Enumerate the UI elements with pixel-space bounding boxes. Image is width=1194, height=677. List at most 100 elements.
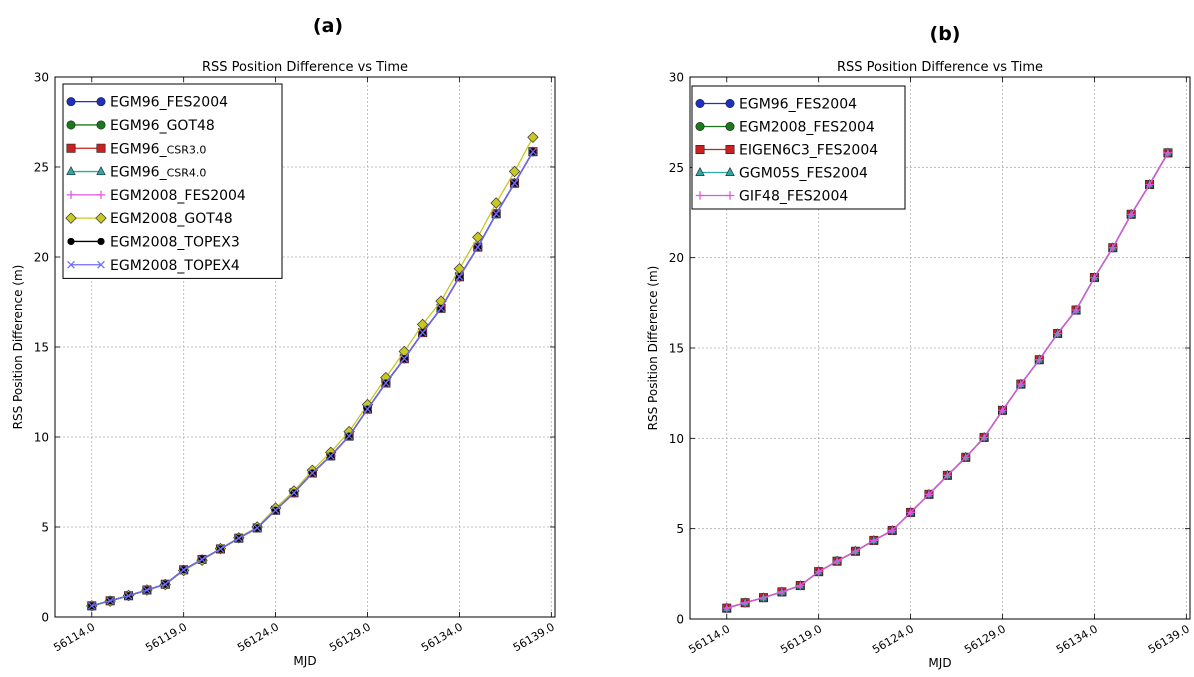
data-point (1071, 305, 1081, 315)
legend-label: EGM96_FES2004 (110, 95, 228, 111)
legend-label: EGM2008_FES2004 (739, 120, 875, 136)
legend-marker (66, 120, 76, 130)
legend-marker (695, 99, 705, 109)
data-point (492, 209, 501, 218)
panel-b: (b) RSS Position Difference vs Time 56114.… (646, 23, 1192, 670)
legend-box (62, 83, 283, 279)
legend-label-text: EIGEN6C3_FES2004 (739, 143, 878, 159)
x-tick-label: 56114.0 (51, 620, 97, 654)
data-point (271, 506, 280, 515)
legend-label-text: EGM2008_GOT48 (110, 211, 233, 227)
legend-label: EGM2008_TOPEX4 (110, 258, 240, 274)
y-tick-label: 30 (669, 71, 684, 85)
y-tick-label: 25 (669, 161, 684, 175)
legend-marker (65, 212, 77, 224)
data-point (290, 488, 298, 497)
x-tick-label: 56124.0 (870, 622, 916, 656)
data-point (87, 602, 96, 610)
data-point (382, 379, 390, 387)
legend-item: EGM2008_FES2004 (66, 188, 246, 204)
plot-frame (54, 76, 556, 618)
legend-marker (96, 97, 106, 107)
data-point (759, 593, 768, 602)
legend-item: EGM96_FES2004 (66, 95, 228, 111)
x-tick-label: 56119.0 (143, 620, 189, 654)
legend-label: EGM2008_FES2004 (110, 188, 246, 204)
data-point (1016, 379, 1026, 389)
legend-label-text: EGM96_ (110, 165, 168, 181)
x-tick-label: 56119.0 (778, 622, 824, 656)
data-point (510, 179, 519, 188)
data-point (722, 603, 731, 613)
data-point (363, 405, 372, 413)
data-point (234, 534, 243, 542)
legend-marker (67, 260, 75, 269)
legend-item: EGM2008_TOPEX3 (67, 234, 240, 250)
data-point (979, 433, 989, 442)
data-point (1163, 148, 1173, 158)
legend-marker (67, 237, 75, 246)
data-point (143, 586, 151, 594)
y-tick-label: 10 (669, 432, 684, 446)
data-point (179, 566, 188, 574)
legend-item: GGM05S_FES2004 (695, 166, 868, 182)
series-egm2008-topex4 (87, 147, 537, 610)
data-point (455, 272, 464, 281)
legend-label: EGM2008_TOPEX3 (110, 234, 240, 250)
legend-marker (725, 167, 735, 176)
data-point (124, 591, 133, 600)
plot-frame (689, 76, 1191, 620)
series-gif48-fes2004 (722, 148, 1173, 613)
legend-marker (725, 191, 735, 200)
legend-label-text: EGM2008_TOPEX4 (110, 258, 240, 274)
data-point (198, 555, 206, 564)
legend-marker (695, 145, 705, 155)
legend-item: EGM96_GOT48 (66, 118, 215, 134)
legend-label-suffix: CSR4.0 (167, 167, 207, 180)
legend-marker (95, 212, 107, 224)
y-axis-label: RSS Position Difference (m) (11, 265, 25, 430)
legend-item: EGM96_FES2004 (695, 97, 857, 113)
panel-a: (a) RSS Position Difference vs Time 56114.… (11, 15, 557, 668)
data-point (508, 165, 521, 178)
legend-label: EGM2008_GOT48 (110, 211, 233, 227)
legend-marker (725, 122, 735, 132)
y-tick-label: 30 (34, 71, 49, 85)
legend-marker (96, 190, 106, 200)
data-point (1126, 210, 1136, 219)
data-point (437, 304, 445, 313)
x-tick-label: 56129.0 (962, 622, 1008, 656)
legend-marker (96, 143, 106, 153)
legend-marker (695, 122, 705, 132)
legend-label: EGM96_CSR3.0 (110, 141, 206, 157)
legend-label-text: GGM05S_FES2004 (739, 166, 868, 182)
legend-label: EGM96_GOT48 (110, 118, 215, 134)
legend-marker (725, 145, 735, 155)
legend-item: EGM2008_TOPEX4 (67, 258, 240, 274)
data-point (106, 596, 114, 605)
legend-label-text: EGM2008_FES2004 (739, 120, 875, 136)
legend-label-text: EGM96_FES2004 (110, 95, 228, 111)
legend-marker (725, 99, 735, 109)
data-point (777, 587, 787, 597)
data-point (888, 526, 897, 535)
legend-item: EGM2008_GOT48 (65, 211, 233, 227)
data-point (851, 547, 860, 556)
legend-label: GGM05S_FES2004 (739, 166, 868, 182)
legend-marker (695, 191, 705, 200)
y-tick-label: 0 (41, 611, 49, 625)
legend-label: EGM96_FES2004 (739, 97, 857, 113)
y-tick-label: 5 (41, 521, 49, 535)
legend-marker (66, 143, 76, 153)
legend-marker (66, 97, 76, 107)
legend-label: EIGEN6C3_FES2004 (739, 143, 878, 159)
legend-item: EGM2008_FES2004 (695, 120, 875, 136)
data-point (998, 406, 1007, 415)
data-point (1053, 329, 1062, 338)
data-point (1108, 243, 1117, 252)
data-point (473, 243, 482, 251)
y-tick-label: 20 (669, 251, 684, 265)
data-point (796, 581, 805, 590)
legend-label: GIF48_FES2004 (739, 189, 848, 205)
